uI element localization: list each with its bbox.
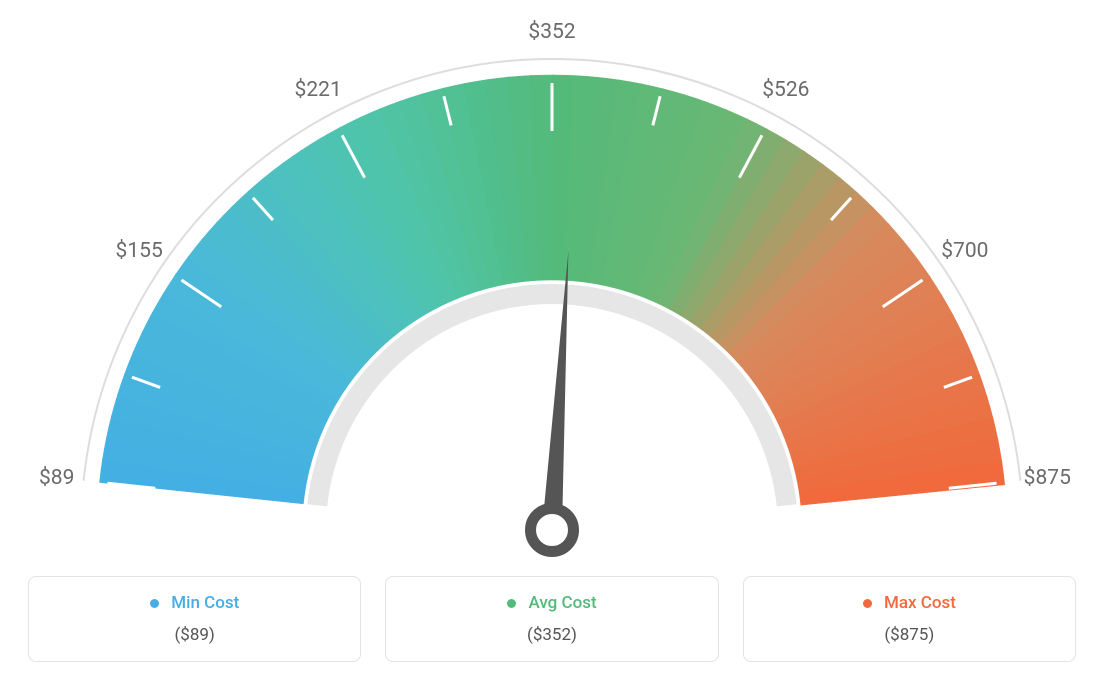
legend-max-dot bbox=[863, 599, 872, 608]
legend-card-avg: Avg Cost ($352) bbox=[385, 576, 718, 662]
tick-label: $221 bbox=[295, 78, 342, 102]
legend-avg-label: Avg Cost bbox=[529, 593, 597, 613]
legend-avg-title: Avg Cost bbox=[406, 593, 697, 613]
tick-label: $700 bbox=[941, 239, 988, 263]
tick-label: $89 bbox=[39, 466, 74, 490]
legend-area: Min Cost ($89) Avg Cost ($352) Max Cost … bbox=[28, 576, 1076, 662]
legend-max-label: Max Cost bbox=[884, 593, 956, 613]
tick-label: $352 bbox=[528, 20, 575, 44]
tick-label: $526 bbox=[762, 78, 809, 102]
tick-label: $875 bbox=[1024, 466, 1071, 490]
tick-label: $155 bbox=[116, 239, 163, 263]
legend-max-title: Max Cost bbox=[764, 593, 1055, 613]
legend-min-title: Min Cost bbox=[49, 593, 340, 613]
gauge-chart-container: $89 $155 $221 $352 $526 $700 $875 Min Cost ($8… bbox=[0, 0, 1104, 690]
legend-avg-dot bbox=[507, 599, 516, 608]
legend-card-min: Min Cost ($89) bbox=[28, 576, 361, 662]
legend-card-max: Max Cost ($875) bbox=[743, 576, 1076, 662]
gauge-svg bbox=[0, 0, 1104, 557]
legend-min-dot bbox=[150, 599, 159, 608]
legend-max-value: ($875) bbox=[764, 625, 1055, 645]
legend-avg-value: ($352) bbox=[406, 625, 697, 645]
legend-min-label: Min Cost bbox=[171, 593, 239, 613]
legend-min-value: ($89) bbox=[49, 625, 340, 645]
gauge-area: $89 $155 $221 $352 $526 $700 $875 bbox=[0, 0, 1104, 557]
